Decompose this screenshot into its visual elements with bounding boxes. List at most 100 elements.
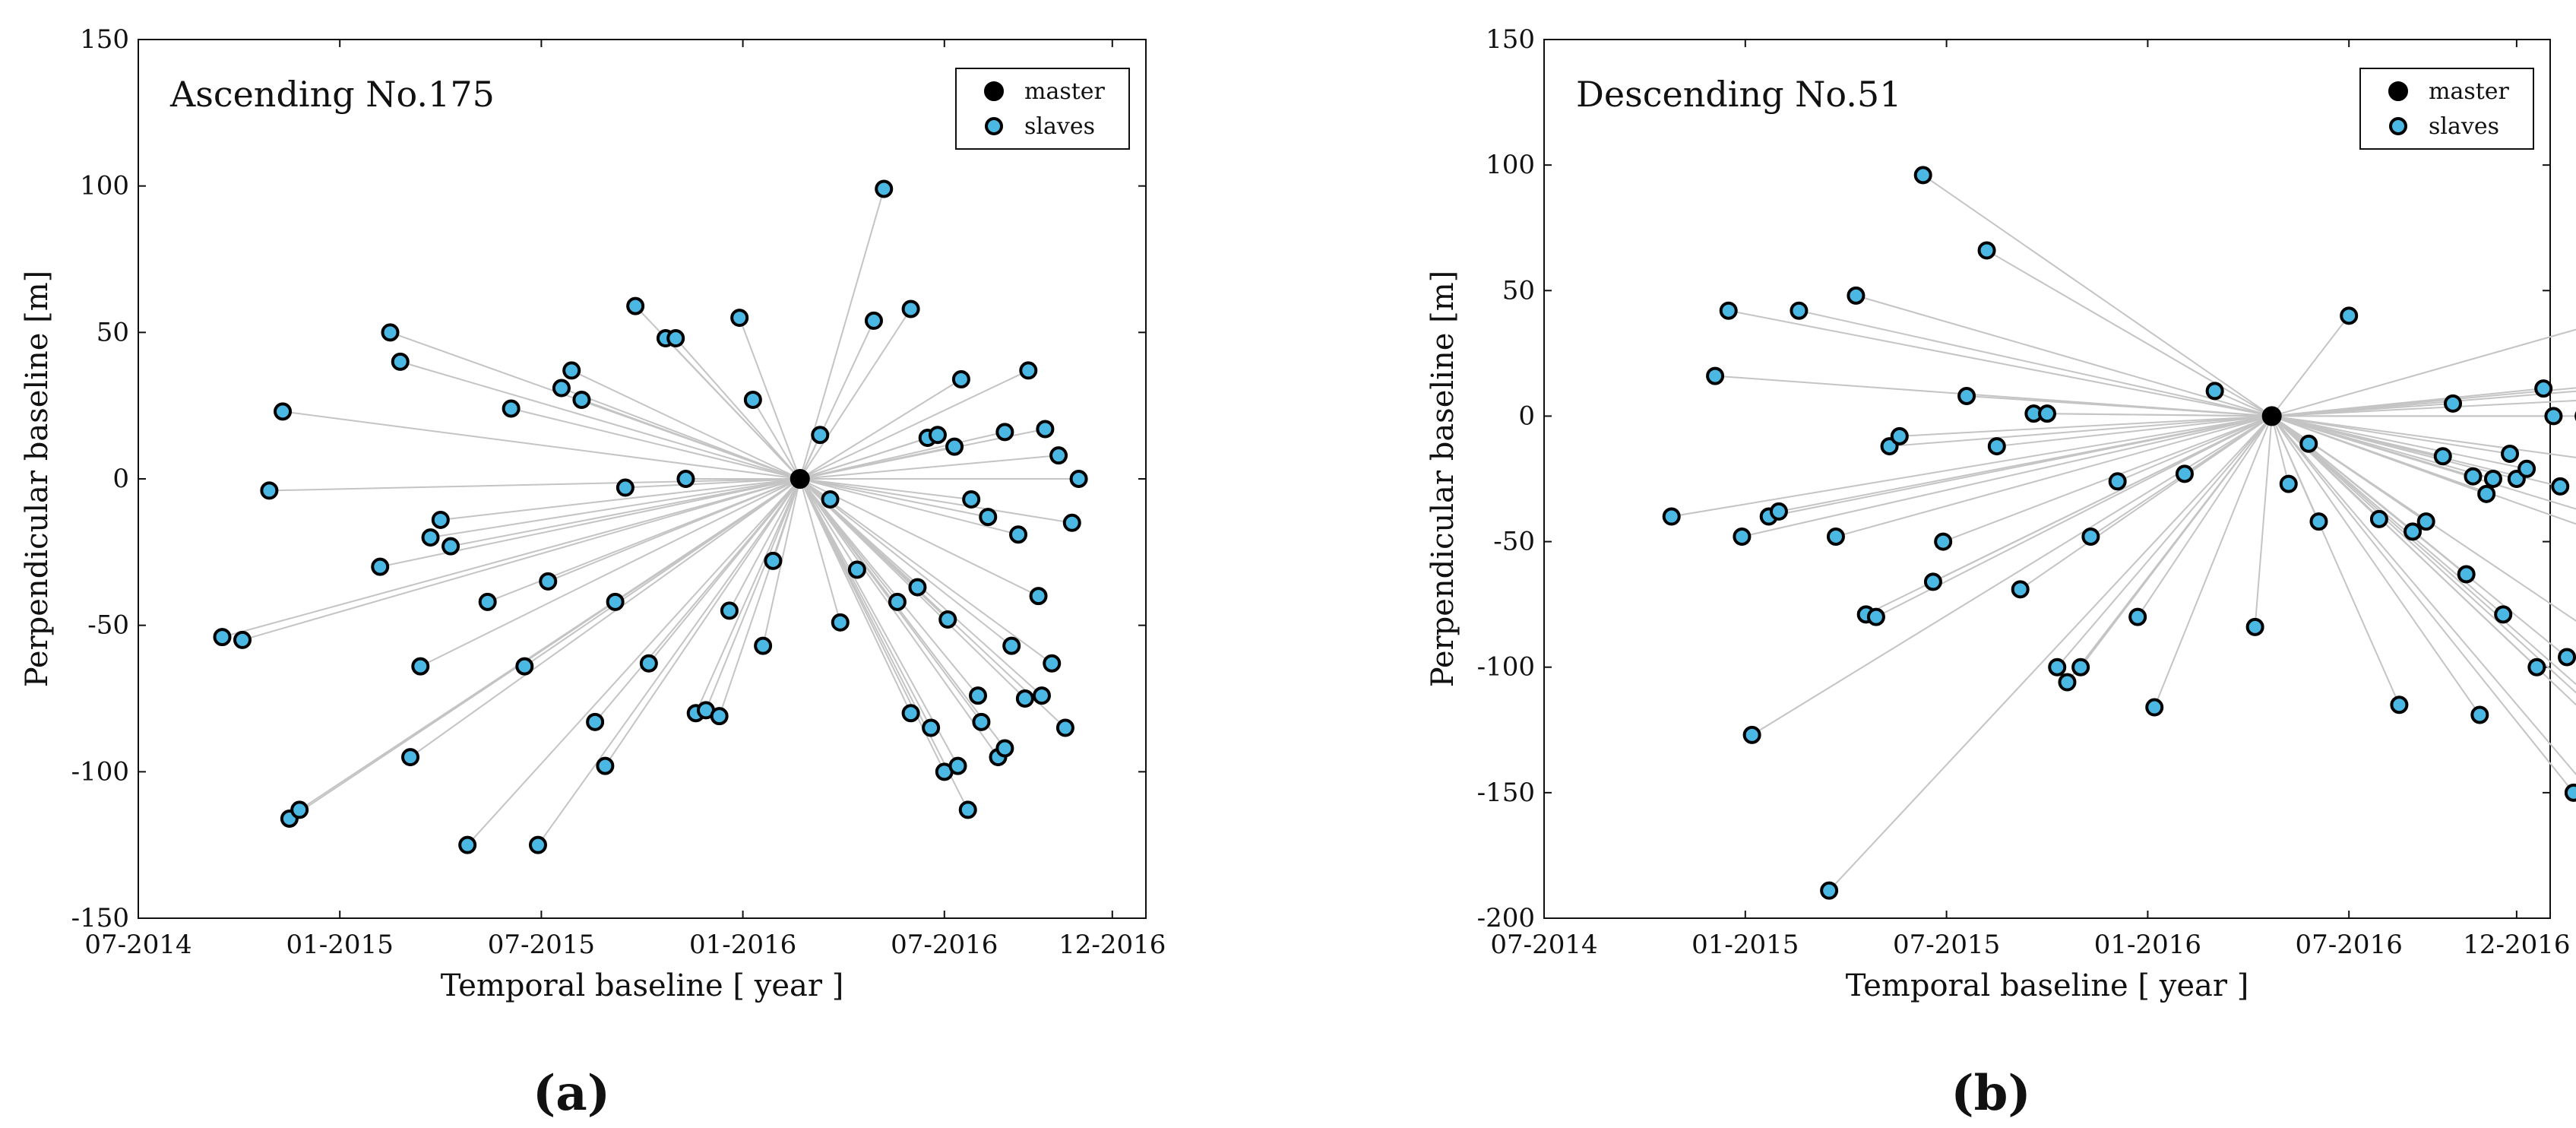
baseline-link — [604, 478, 801, 767]
slave-point — [606, 592, 625, 611]
baseline-link — [2271, 315, 2350, 417]
baseline-link — [772, 478, 801, 562]
baseline-link — [2271, 415, 2576, 694]
baseline-link — [675, 337, 801, 480]
legend-box — [955, 68, 1130, 150]
slave-point — [2544, 407, 2563, 426]
slave-point — [1790, 301, 1809, 320]
slave-point — [875, 179, 894, 198]
slave-point — [562, 361, 581, 380]
baseline-link — [799, 379, 962, 480]
legend-master-marker — [984, 81, 1004, 101]
baseline-link — [282, 410, 800, 480]
baseline-link — [2020, 415, 2273, 591]
baseline-link — [799, 308, 912, 480]
slave-point — [441, 537, 460, 556]
slave-point — [1055, 718, 1074, 737]
legend-master-marker — [2388, 81, 2408, 101]
baseline-link — [625, 478, 800, 489]
baseline-link — [799, 478, 999, 758]
slave-point — [1719, 301, 1738, 320]
slave-point — [1662, 507, 1681, 526]
baseline-link — [799, 478, 1040, 597]
baseline-link — [2137, 415, 2273, 618]
baseline-link — [799, 478, 841, 623]
slave-point — [233, 630, 252, 649]
baseline-link — [799, 478, 1066, 729]
slave-point — [290, 800, 309, 819]
slave-point — [2340, 306, 2359, 325]
panel-title: Descending No.51 — [1576, 74, 1901, 115]
baseline-link — [799, 434, 938, 480]
slave-point — [502, 399, 521, 418]
baseline-link — [467, 478, 801, 846]
panel-caption: (a) — [533, 1065, 610, 1122]
baseline-link — [799, 478, 972, 500]
baseline-link — [1728, 309, 2272, 417]
slave-point — [528, 835, 547, 854]
slave-point — [888, 592, 907, 611]
baseline-link — [2271, 416, 2400, 705]
slave-point — [1847, 286, 1866, 305]
baseline-link — [799, 478, 1006, 749]
slave-point — [2071, 657, 2090, 676]
y-tick-label: -100 — [71, 756, 129, 787]
baseline-link — [739, 317, 801, 480]
baseline-link — [2056, 415, 2273, 668]
slave-point — [720, 601, 739, 620]
x-tick-label: 07-2014 — [1490, 930, 1597, 960]
slave-points — [213, 179, 1088, 854]
baseline-link — [799, 478, 1019, 536]
baseline-link — [2271, 415, 2576, 458]
slave-point — [1820, 881, 1839, 900]
slave-point — [1826, 527, 1845, 546]
baseline-link — [1967, 395, 2272, 417]
slave-point — [1015, 689, 1034, 708]
slave-point — [371, 557, 390, 576]
baseline-link — [799, 320, 875, 480]
y-tick-label: 50 — [1502, 275, 1535, 306]
baseline-link — [2271, 415, 2576, 623]
baseline-link — [1942, 415, 2273, 543]
master-point — [2261, 406, 2282, 426]
slave-point — [958, 800, 977, 819]
slave-point — [616, 478, 635, 497]
slave-point — [2551, 477, 2570, 496]
baseline-link — [1835, 415, 2272, 537]
baseline-link — [2271, 415, 2576, 525]
slave-point — [2011, 580, 2030, 599]
plot-frame — [1543, 39, 2551, 919]
slave-point — [1043, 654, 1062, 673]
baseline-link — [581, 399, 801, 480]
x-tick-label: 01-2016 — [2094, 930, 2201, 960]
y-tick-label: -200 — [1477, 903, 1535, 933]
slave-point — [1032, 686, 1051, 705]
x-tick-label: 07-2016 — [891, 930, 998, 960]
slave-point — [945, 437, 964, 456]
slave-point — [1706, 366, 1725, 385]
slave-point — [596, 756, 615, 775]
slave-point — [2534, 379, 2553, 398]
baseline-link — [410, 478, 801, 758]
slave-point — [1002, 636, 1021, 655]
y-tick-label: -100 — [1477, 652, 1535, 683]
baseline-link — [2271, 415, 2494, 480]
baseline-link — [2254, 416, 2273, 627]
slave-point — [2416, 512, 2435, 531]
baseline-link — [799, 455, 1059, 480]
baseline-link — [2080, 415, 2273, 668]
baseline-link — [799, 478, 1072, 524]
baseline-link — [2046, 413, 2272, 417]
slave-point — [2494, 605, 2513, 624]
slave-point — [1934, 532, 1953, 551]
legend-slaves-marker — [2389, 117, 2407, 135]
slave-point — [995, 739, 1014, 758]
slave-point — [2483, 470, 2502, 488]
slave-point — [2444, 394, 2463, 413]
baseline-link — [1856, 294, 2272, 417]
legend: master slaves — [955, 68, 1130, 150]
master-point — [790, 469, 810, 489]
slave-point — [1049, 446, 1068, 465]
slave-point — [572, 390, 591, 409]
